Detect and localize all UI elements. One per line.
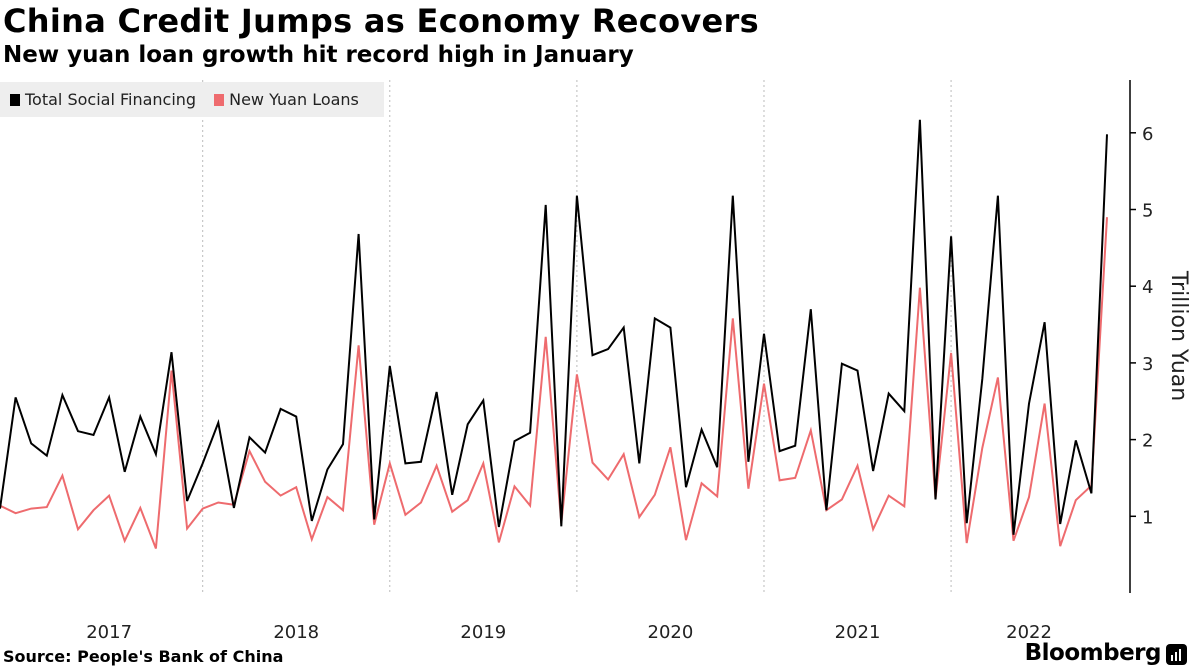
series-line-total-social-financing [0,119,1108,535]
y-tick-label-2: 2 [1142,431,1153,452]
brand-logo: Bloomberg [1024,640,1162,666]
y-tick-label-6: 6 [1142,124,1153,145]
x-tick-label-2018: 2018 [273,622,319,643]
legend-item-tsf: Total Social Financing [10,90,196,109]
x-tick-label-2022: 2022 [1006,622,1052,643]
series-lines [0,119,1108,549]
x-tick-label-2019: 2019 [460,622,506,643]
legend-label-loans: New Yuan Loans [229,90,359,109]
y-tick-labels: 1 2 3 4 5 6 [1142,124,1153,528]
x-tick-label-2020: 2020 [648,622,694,643]
chart-title: China Credit Jumps as Economy Recovers [3,2,759,40]
grid-lines [202,80,952,593]
y-tick-label-3: 3 [1142,354,1153,375]
x-tick-label-2017: 2017 [86,622,132,643]
y-tick-label-5: 5 [1142,201,1153,222]
series-line-new-yuan-loans [0,217,1108,549]
legend: Total Social Financing New Yuan Loans [0,82,384,117]
legend-swatch-tsf [10,93,20,106]
legend-swatch-loans [214,93,225,106]
y-axis-label: Trillion Yuan [1166,270,1191,401]
chart-subtitle: New yuan loan growth hit record high in … [3,42,634,68]
legend-label-tsf: Total Social Financing [25,90,197,109]
source-note: Source: People's Bank of China [3,647,284,666]
bloomberg-bars-icon [1166,644,1187,665]
y-tick-label-4: 4 [1142,277,1153,298]
x-tick-label-2021: 2021 [835,622,881,643]
y-tick-label-1: 1 [1142,507,1153,528]
x-tick-labels: 2017 2018 2019 2020 2021 2022 [86,622,1052,643]
legend-item-loans: New Yuan Loans [214,90,359,109]
y-axis [1129,80,1136,593]
